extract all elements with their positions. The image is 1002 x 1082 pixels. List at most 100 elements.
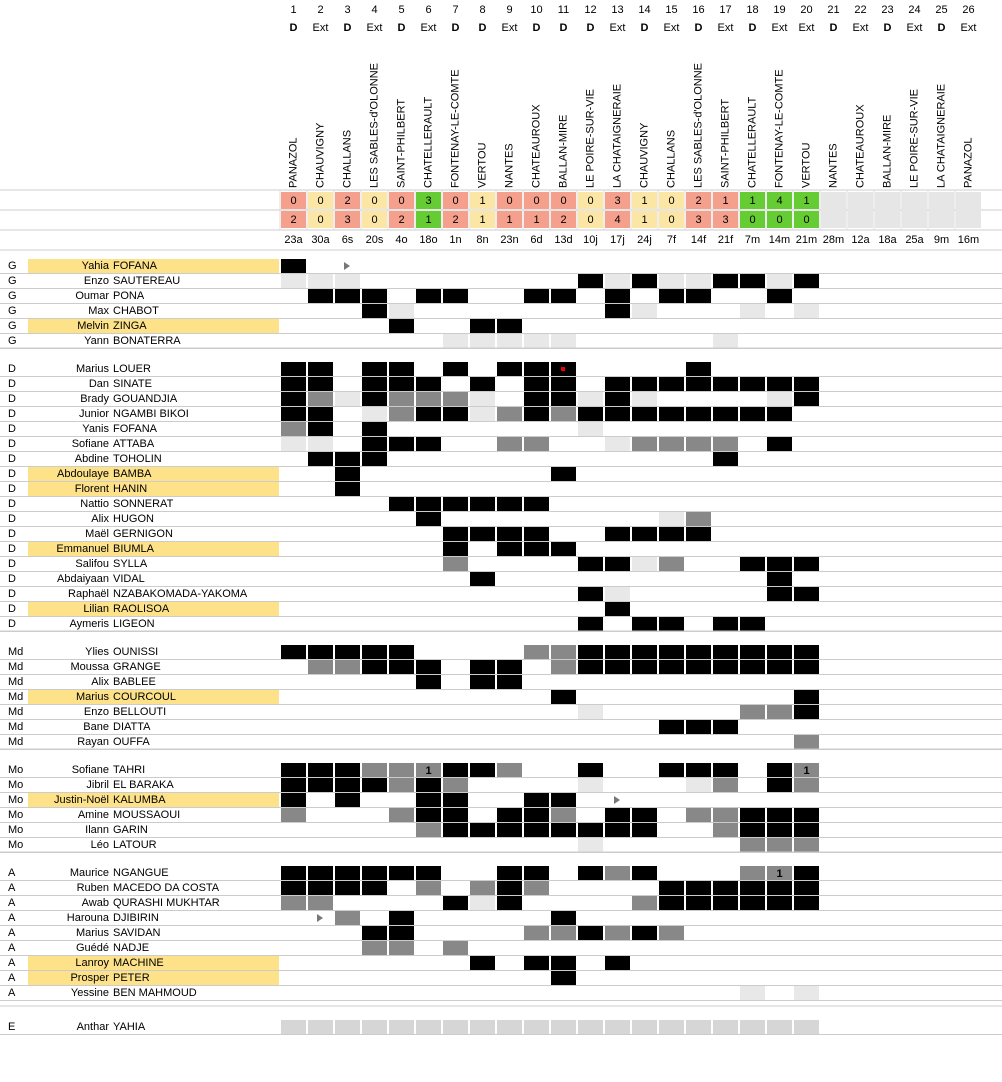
cell (794, 1020, 819, 1034)
score: 0 (452, 195, 458, 207)
cell (659, 896, 684, 910)
cell (524, 407, 549, 421)
score: 3 (695, 214, 701, 226)
cell (740, 823, 765, 837)
score-cell (443, 192, 468, 209)
cell (740, 1020, 765, 1034)
position: G (8, 305, 17, 317)
match-venue: D (587, 22, 595, 34)
cell (362, 645, 387, 659)
match-venue: D (749, 22, 757, 34)
match-number: 16 (692, 4, 704, 16)
first-name: Melvin (77, 320, 109, 332)
cell (605, 274, 630, 288)
position: D (8, 603, 16, 615)
cell (308, 896, 333, 910)
cell (632, 896, 657, 910)
position: G (8, 275, 17, 287)
last-name: BONATERRA (113, 335, 181, 347)
score-cell (659, 211, 684, 228)
score-cell (524, 211, 549, 228)
cell (686, 407, 711, 421)
match-opponent: LE POIRE-SUR-VIE (908, 89, 920, 188)
last-name: SINATE (113, 378, 152, 390)
last-name: TOHOLIN (113, 453, 162, 465)
cell (362, 660, 387, 674)
cell (416, 778, 441, 792)
cell (767, 881, 792, 895)
cell (605, 437, 630, 451)
cell (794, 881, 819, 895)
match-number: 20 (800, 4, 812, 16)
highlight (28, 956, 279, 970)
score-cell (497, 211, 522, 228)
cell (551, 793, 576, 807)
cell (659, 377, 684, 391)
cell (524, 334, 549, 348)
match-date: 18o (419, 234, 437, 246)
cell (713, 720, 738, 734)
cell (713, 896, 738, 910)
cell (416, 377, 441, 391)
match-opponent: CHALLANS (341, 130, 353, 188)
cell (767, 705, 792, 719)
match-venue: Ext (367, 22, 383, 34)
cell (443, 941, 468, 955)
match-opponent: CHATELLERAULT (746, 96, 758, 188)
first-name: Abdaiyaan (57, 573, 109, 585)
first-name: Justin-Noël (54, 794, 109, 806)
goals: 1 (614, 958, 620, 970)
cell (335, 911, 360, 925)
cell (659, 527, 684, 541)
cell (497, 866, 522, 880)
cell (686, 289, 711, 303)
match-venue: Ext (961, 22, 977, 34)
cell (335, 452, 360, 466)
match-opponent: LA CHATAIGNERAIE (611, 84, 623, 188)
score-cell (281, 211, 306, 228)
cell (686, 896, 711, 910)
cell (713, 808, 738, 822)
cell (416, 289, 441, 303)
cell (578, 617, 603, 631)
cell (443, 557, 468, 571)
cell (281, 896, 306, 910)
cell (578, 660, 603, 674)
match-date: 21m (796, 234, 817, 246)
first-name: Alix (91, 513, 109, 525)
score: 2 (560, 214, 566, 226)
cell (605, 645, 630, 659)
cell (281, 259, 306, 273)
score-cell (821, 211, 846, 228)
match-date: 14f (691, 234, 707, 246)
first-name: Jibril (86, 779, 109, 791)
cell (443, 823, 468, 837)
cell (578, 838, 603, 852)
first-name: Brady (80, 393, 109, 405)
first-name: Lanroy (75, 957, 109, 969)
cell (659, 289, 684, 303)
last-name: SYLLA (113, 558, 148, 570)
cell (416, 407, 441, 421)
cell (497, 362, 522, 376)
cell (632, 823, 657, 837)
cell (605, 808, 630, 822)
cell (632, 808, 657, 822)
position: G (8, 260, 17, 272)
match-opponent: PANAZOL (962, 137, 974, 188)
match-date: 23a (284, 234, 303, 246)
cell (740, 660, 765, 674)
last-name: LOUER (113, 363, 151, 375)
first-name: Léo (91, 839, 109, 851)
match-opponent: CHATEAUROUX (530, 104, 542, 188)
score-cell (470, 211, 495, 228)
cell (632, 377, 657, 391)
last-name: MOUSSAOUI (113, 809, 180, 821)
score-cell (956, 211, 981, 228)
cell (389, 941, 414, 955)
goals: 2 (425, 795, 431, 807)
cell (497, 542, 522, 556)
cell (335, 289, 360, 303)
cell (524, 527, 549, 541)
score-cell (713, 211, 738, 228)
